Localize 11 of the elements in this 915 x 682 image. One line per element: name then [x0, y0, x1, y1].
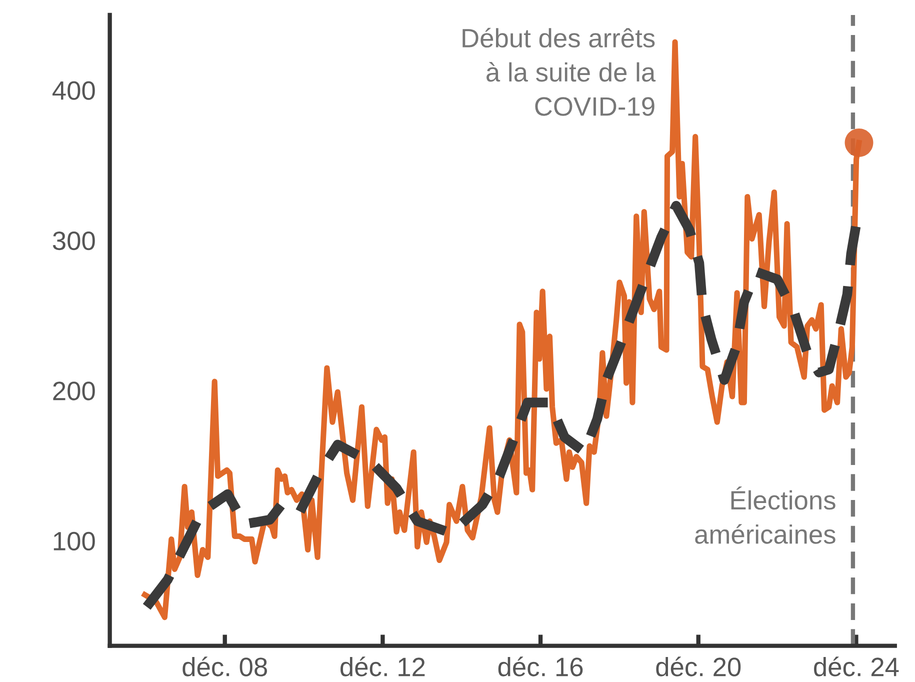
x-tick-label: déc. 12 [340, 656, 425, 676]
x-tick-label: déc. 24 [814, 656, 899, 676]
y-tick-label: 200 [53, 382, 95, 400]
y-tick-label: 300 [52, 231, 95, 250]
x-tick-label: déc. 08 [182, 656, 267, 676]
x-tick-label: déc. 16 [498, 656, 583, 676]
y-tick-label: 100 [54, 532, 95, 551]
x-tick-label: déc. 20 [656, 656, 741, 676]
annotation: Début des arrêts à la suite de la COVID-19 [462, 28, 656, 116]
ref-line-label: Élections américaines [695, 486, 836, 544]
y-tick-label: 400 [52, 81, 95, 100]
